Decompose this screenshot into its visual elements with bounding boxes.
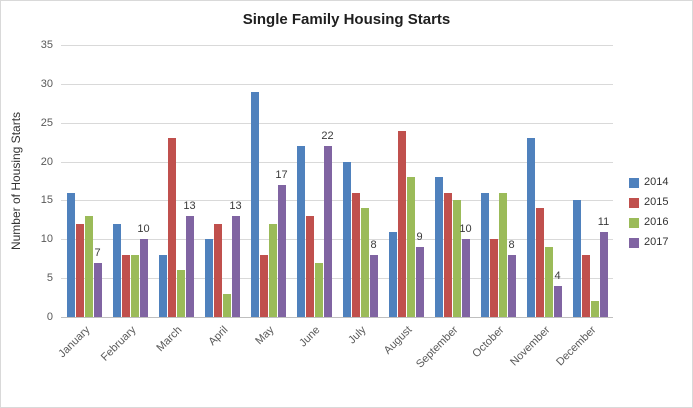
bar-2015 — [121, 254, 130, 317]
plot-area: 0 5 10 15 20 25 30 35 7 January 10 February 13 March 1… — [41, 39, 613, 371]
bar-2015 — [351, 192, 360, 317]
bar-2015 — [489, 239, 498, 317]
bar-2016 — [176, 270, 185, 317]
legend-item: 2014 — [629, 177, 668, 188]
gridline — [61, 83, 613, 85]
bar-2014 — [204, 239, 213, 317]
bar-2017 — [231, 215, 240, 317]
bar-2014 — [434, 177, 443, 317]
bar-2017 — [139, 239, 148, 317]
legend-swatch — [629, 237, 639, 248]
legend-label: 2014 — [644, 176, 669, 188]
data-label: 4 — [554, 269, 561, 282]
bar-2014 — [250, 91, 259, 317]
bar-2016 — [222, 293, 231, 317]
y-tick-label: 35 — [40, 39, 53, 51]
legend-item: 2015 — [629, 197, 668, 208]
y-tick-label: 5 — [46, 272, 53, 285]
y-tick-label: 20 — [40, 155, 53, 168]
data-label: 8 — [370, 238, 377, 251]
bar-2017 — [323, 146, 332, 317]
bar-2017 — [93, 262, 102, 317]
legend-item: 2016 — [629, 217, 668, 228]
legend-label: 2017 — [644, 236, 669, 248]
data-label: 8 — [508, 238, 515, 251]
bar-2017 — [553, 285, 562, 317]
bar-2014 — [296, 146, 305, 317]
bar-2016 — [268, 223, 277, 317]
bar-2017 — [461, 239, 470, 317]
gridline — [61, 278, 613, 280]
bar-2015 — [397, 130, 406, 317]
data-label: 22 — [321, 130, 334, 143]
x-tick-label: January — [56, 324, 93, 361]
bar-2015 — [167, 138, 176, 317]
bar-2016 — [590, 301, 599, 317]
bar-2014 — [572, 200, 581, 317]
bar-2016 — [544, 247, 553, 317]
data-label: 13 — [229, 199, 242, 212]
gridline — [61, 45, 613, 46]
legend-label: 2015 — [644, 196, 669, 208]
chart-title: Single Family Housing Starts — [242, 11, 451, 28]
bar-2015 — [305, 215, 314, 317]
bar-2015 — [75, 223, 84, 317]
bar-2016 — [130, 254, 139, 317]
legend-swatch — [629, 177, 639, 188]
bar-2015 — [259, 254, 268, 317]
bar-2017 — [185, 215, 194, 317]
data-label: 10 — [459, 223, 472, 236]
bar-2017 — [277, 184, 286, 317]
data-label: 13 — [183, 199, 196, 212]
legend-swatch — [629, 217, 639, 228]
legend: 2014 2015 2016 2017 — [629, 177, 668, 257]
y-tick-label: 10 — [40, 233, 53, 246]
gridline — [61, 239, 613, 241]
data-label: 11 — [597, 215, 610, 228]
bar-2016 — [498, 192, 507, 317]
bar-2015 — [581, 254, 590, 317]
y-tick-label: 15 — [40, 194, 53, 207]
y-tick-label: 30 — [40, 77, 53, 90]
bar-2014 — [112, 223, 121, 317]
legend-swatch — [629, 197, 639, 208]
legend-item: 2017 — [629, 237, 668, 248]
gridline — [61, 200, 613, 202]
bar-2015 — [443, 192, 452, 317]
y-axis-title: Number of Housing Starts — [9, 111, 23, 251]
bar-2015 — [213, 223, 222, 317]
data-label: 17 — [275, 168, 288, 181]
data-label: 7 — [94, 246, 101, 259]
y-tick-label: 0 — [46, 311, 53, 323]
gridline — [61, 122, 613, 124]
data-label: 9 — [416, 231, 423, 244]
bar-2014 — [342, 161, 351, 317]
bar-2016 — [406, 177, 415, 317]
bar-2017 — [369, 254, 378, 317]
data-label: 10 — [137, 223, 150, 236]
bar-2016 — [452, 200, 461, 317]
bar-2014 — [158, 254, 167, 317]
legend-label: 2016 — [644, 216, 669, 228]
bar-2014 — [526, 138, 535, 317]
bar-2016 — [360, 208, 369, 317]
bar-2014 — [480, 192, 489, 317]
bar-2017 — [507, 254, 516, 317]
bar-2017 — [415, 247, 424, 317]
bar-2016 — [84, 215, 93, 317]
bar-2017 — [599, 231, 608, 317]
bar-2014 — [66, 192, 75, 317]
bar-2014 — [388, 231, 397, 317]
bar-2015 — [535, 208, 544, 317]
gridline — [61, 161, 613, 163]
y-tick-label: 25 — [40, 116, 53, 129]
bar-2016 — [314, 262, 323, 317]
